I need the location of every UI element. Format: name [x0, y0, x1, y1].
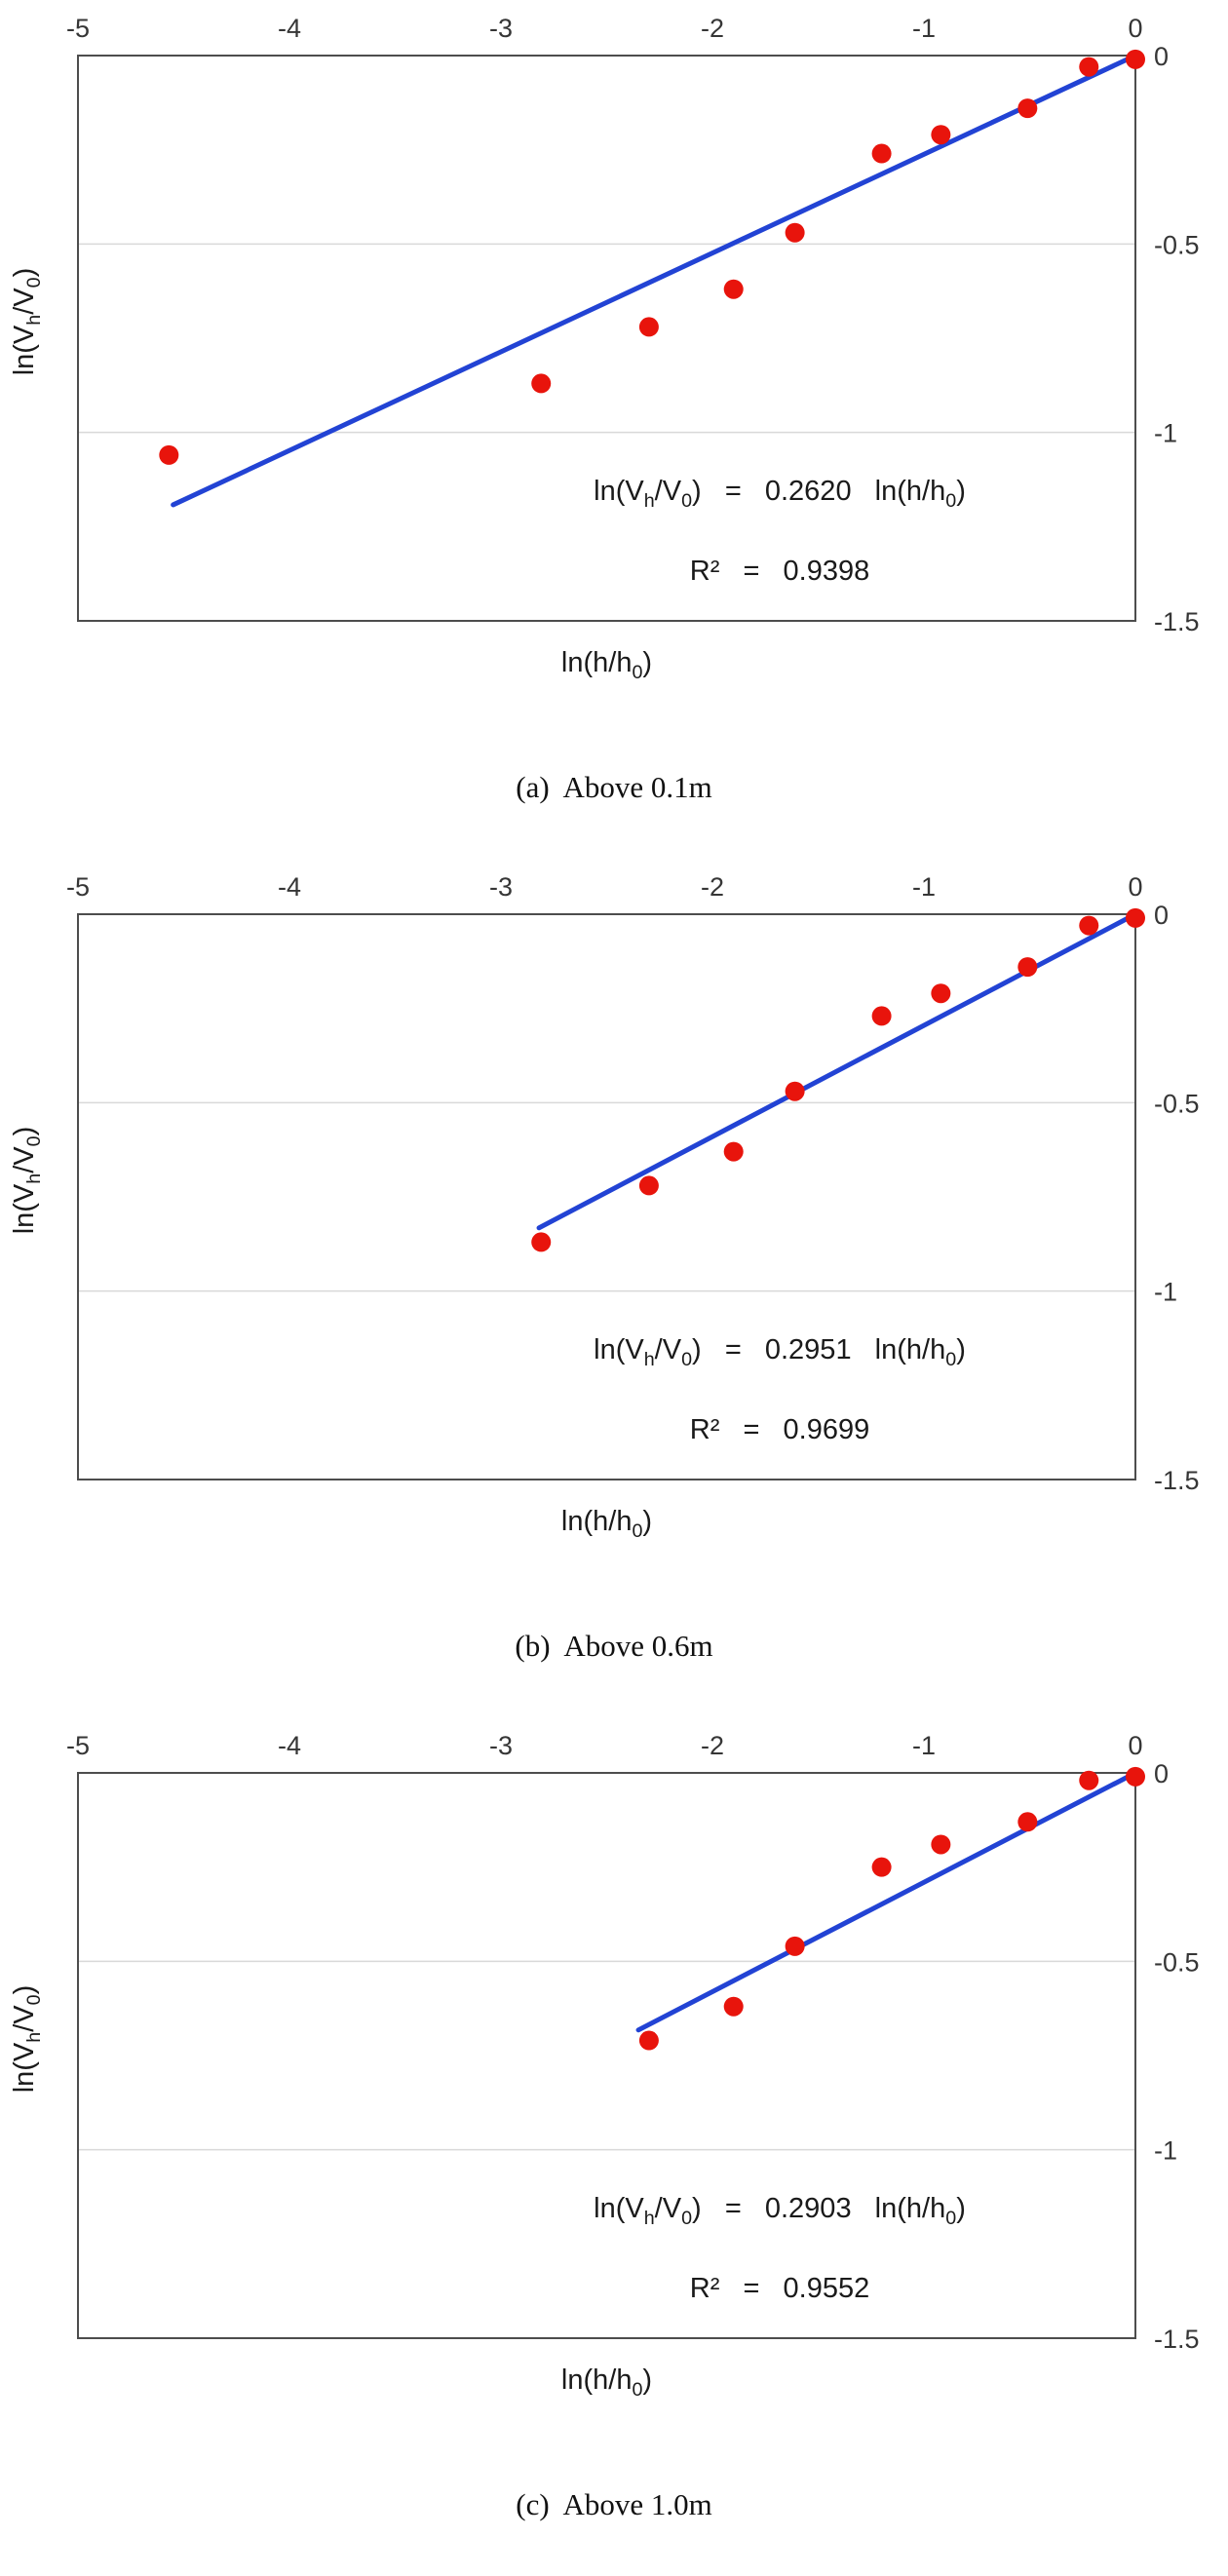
annotation-c: ln(Vh/V0) = 0.2903 ln(h/h0) R² = 0.9552 — [419, 2191, 1140, 2306]
y-axis-title-c: ln(Vh/V0) — [9, 1984, 45, 2094]
r-squared-c: R² = 0.9552 — [689, 2272, 870, 2304]
svg-text:-2: -2 — [701, 1731, 724, 1760]
x-axis-title-a: ln(h/h0) — [560, 647, 653, 683]
svg-text:-0.5: -0.5 — [1154, 1947, 1200, 1977]
svg-text:0: 0 — [1128, 872, 1142, 902]
y-axis-title-a: ln(Vh/V0) — [9, 267, 45, 376]
chart-block-a: -5 -4 -3 -2 -1 0 0 -0.5 -1 -1.5 ln(Vh/V0) ln(Vh/V… — [0, 0, 1228, 859]
svg-text:-4: -4 — [278, 14, 301, 43]
svg-text:-1.5: -1.5 — [1154, 2325, 1200, 2351]
svg-text:-1: -1 — [1154, 1278, 1177, 1307]
svg-text:-5: -5 — [66, 14, 90, 43]
svg-text:-1: -1 — [912, 1731, 936, 1760]
scatter-plot-b: -5 -4 -3 -2 -1 00 -0.5 -1 -1.5 — [66, 872, 1200, 1492]
chart-block-b: -5 -4 -3 -2 -1 0 0 -0.5 -1 -1.5 ln(Vh/V0) ln(Vh/V… — [0, 859, 1228, 1717]
svg-text:-4: -4 — [278, 872, 301, 902]
svg-text:-1: -1 — [1154, 2136, 1177, 2166]
annotation-a: ln(Vh/V0) = 0.2620 ln(h/h0) R² = 0.9398 — [419, 474, 1140, 589]
y-axis-title-b: ln(Vh/V0) — [9, 1126, 45, 1235]
svg-text:-5: -5 — [66, 1731, 90, 1760]
fit-equation-a: ln(Vh/V0) = 0.2620 ln(h/h0) — [594, 476, 966, 512]
svg-text:-2: -2 — [701, 872, 724, 902]
svg-text:-1.5: -1.5 — [1154, 1466, 1200, 1492]
fit-equation-b: ln(Vh/V0) = 0.2951 ln(h/h0) — [594, 1334, 966, 1370]
svg-text:-1: -1 — [912, 14, 936, 43]
scatter-plot-a: -5 -4 -3 -2 -1 00 -0.5 -1 -1.5 — [66, 14, 1200, 634]
caption-a: (a) Above 0.1m — [516, 770, 712, 804]
svg-text:-5: -5 — [66, 872, 90, 902]
caption-c: (c) Above 1.0m — [516, 2487, 712, 2521]
svg-text:0: 0 — [1154, 901, 1169, 930]
svg-text:0: 0 — [1128, 14, 1142, 43]
x-axis-title-c: ln(h/h0) — [560, 2365, 653, 2401]
svg-text:-3: -3 — [489, 872, 513, 902]
chart-block-c: -5 -4 -3 -2 -1 0 0 -0.5 -1 -1.5 ln(Vh/V0) ln(Vh/V… — [0, 1717, 1228, 2576]
x-axis-title-b: ln(h/h0) — [560, 1506, 653, 1542]
svg-text:-3: -3 — [489, 1731, 513, 1760]
r-squared-a: R² = 0.9398 — [689, 555, 870, 587]
svg-text:-0.5: -0.5 — [1154, 230, 1200, 259]
svg-text:-3: -3 — [489, 14, 513, 43]
svg-text:-4: -4 — [278, 1731, 301, 1760]
svg-text:0: 0 — [1154, 1759, 1169, 1788]
svg-text:-1: -1 — [1154, 419, 1177, 448]
svg-text:0: 0 — [1128, 1731, 1142, 1760]
r-squared-b: R² = 0.9699 — [689, 1413, 870, 1445]
svg-text:-1: -1 — [912, 872, 936, 902]
fit-equation-c: ln(Vh/V0) = 0.2903 ln(h/h0) — [594, 2193, 966, 2229]
svg-text:0: 0 — [1154, 42, 1169, 71]
svg-text:-2: -2 — [701, 14, 724, 43]
svg-text:-1.5: -1.5 — [1154, 607, 1200, 634]
annotation-b: ln(Vh/V0) = 0.2951 ln(h/h0) R² = 0.9699 — [419, 1332, 1140, 1447]
svg-text:-0.5: -0.5 — [1154, 1089, 1200, 1118]
scatter-plot-c: -5 -4 -3 -2 -1 00 -0.5 -1 -1.5 — [66, 1731, 1200, 2351]
caption-b: (b) Above 0.6m — [515, 1629, 713, 1663]
